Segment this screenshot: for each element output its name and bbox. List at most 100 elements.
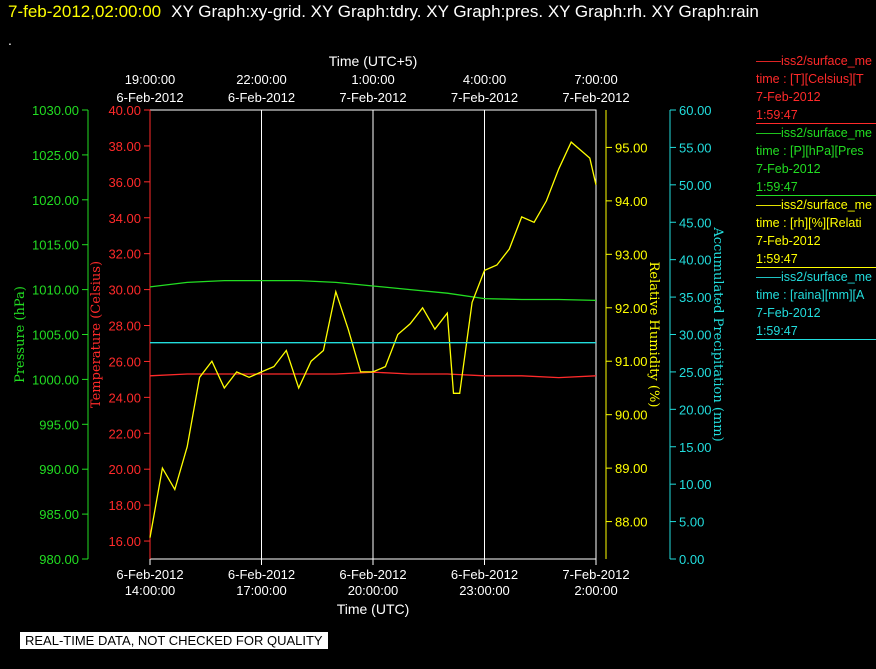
temperature-tick-label: 30.00 (108, 283, 141, 298)
precipitation-tick-label: 50.00 (679, 178, 712, 193)
humidity-tick-label: 94.00 (615, 194, 648, 209)
precipitation-tick-label: 20.00 (679, 402, 712, 417)
humidity-tick-label: 91.00 (615, 354, 648, 369)
x-tick-date: 7-Feb-2012 (562, 567, 629, 582)
precipitation-tick-label: 5.00 (679, 515, 704, 530)
legend-date: 7-Feb-2012 (756, 90, 821, 104)
temperature-tick-label: 32.00 (108, 247, 141, 262)
temperature-tick-label: 24.00 (108, 390, 141, 405)
precipitation-tick-label: 30.00 (679, 328, 712, 343)
x-tick-time: 23:00:00 (459, 583, 510, 598)
temperature-tick-label: 18.00 (108, 498, 141, 513)
legend-entry-humidity: ——iss2/surface_me time : [rh][%][Relati … (756, 196, 876, 268)
legend-date: 7-Feb-2012 (756, 234, 821, 248)
legend-name: ——iss2/surface_me (756, 54, 873, 68)
temperature-tick-label: 26.00 (108, 354, 141, 369)
precipitation-axis-label: Accumulated Precipitation (mm) (710, 226, 725, 441)
temperature-tick-label: 22.00 (108, 426, 141, 441)
legend-date: 7-Feb-2012 (756, 306, 821, 320)
x-top-tick-time: 1:00:00 (351, 72, 394, 87)
legend-entry-pressure: ——iss2/surface_me time : [P][hPa][Pres 7… (756, 124, 876, 196)
axes-layer: 6-Feb-201214:00:006-Feb-201217:00:006-Fe… (13, 53, 725, 617)
temperature-tick-label: 38.00 (108, 139, 141, 154)
temperature-axis-label: Temperature (Celsius) (89, 261, 104, 408)
legend-name: ——iss2/surface_me (756, 198, 873, 212)
humidity-tick-label: 88.00 (615, 515, 648, 530)
x-top-tick-time: 4:00:00 (463, 72, 506, 87)
legend-field: time : [rh][%][Relati (756, 216, 862, 230)
pressure-tick-label: 1030.00 (32, 103, 79, 118)
precipitation-tick-label: 25.00 (679, 365, 712, 380)
pressure-tick-label: 1005.00 (32, 328, 79, 343)
legend-entry-precipitation: ——iss2/surface_me time : [raina][mm][A 7… (756, 268, 876, 340)
pressure-tick-label: 1015.00 (32, 238, 79, 253)
pressure-tick-label: 1020.00 (32, 193, 79, 208)
legend-separator (756, 339, 876, 340)
x-top-tick-date: 6-Feb-2012 (116, 90, 183, 105)
pressure-tick-label: 990.00 (39, 462, 79, 477)
grid-layer (149, 109, 597, 560)
precipitation-tick-label: 0.00 (679, 552, 704, 567)
pressure-tick-label: 1025.00 (32, 148, 79, 163)
series-humidity-line (149, 141, 597, 538)
header-bar: 7-feb-2012,02:00:00 XY Graph:xy-grid. XY … (8, 2, 759, 22)
x-tick-time: 17:00:00 (236, 583, 287, 598)
humidity-tick-label: 89.00 (615, 461, 648, 476)
series-pressure-line (149, 279, 597, 302)
humidity-tick-label: 90.00 (615, 408, 648, 423)
header-timestamp: 7-feb-2012,02:00:00 (8, 2, 162, 21)
legend-time: 1:59:47 (756, 180, 798, 194)
temperature-tick-label: 40.00 (108, 103, 141, 118)
precipitation-tick-label: 15.00 (679, 440, 712, 455)
precipitation-tick-label: 45.00 (679, 215, 712, 230)
legend-field: time : [T][Celsius][T (756, 72, 864, 86)
legend-separator (756, 267, 876, 268)
legend-time: 1:59:47 (756, 108, 798, 122)
pressure-axis-label: Pressure (hPa) (13, 286, 28, 383)
x-top-tick-time: 22:00:00 (236, 72, 287, 87)
x-top-tick-date: 7-Feb-2012 (339, 90, 406, 105)
x-tick-date: 6-Feb-2012 (451, 567, 518, 582)
pressure-tick-label: 1010.00 (32, 283, 79, 298)
precipitation-tick-label: 55.00 (679, 140, 712, 155)
x-top-tick-time: 19:00:00 (125, 72, 176, 87)
x-tick-date: 6-Feb-2012 (339, 567, 406, 582)
x-top-tick-date: 7-Feb-2012 (451, 90, 518, 105)
temperature-tick-label: 36.00 (108, 175, 141, 190)
pressure-tick-label: 980.00 (39, 552, 79, 567)
temperature-tick-label: 20.00 (108, 462, 141, 477)
humidity-tick-label: 92.00 (615, 301, 648, 316)
precipitation-tick-label: 40.00 (679, 253, 712, 268)
pressure-tick-label: 995.00 (39, 417, 79, 432)
temperature-tick-label: 34.00 (108, 211, 141, 226)
x-tick-time: 2:00:00 (574, 583, 617, 598)
x-tick-time: 14:00:00 (125, 583, 176, 598)
humidity-axis-label: Relative Humidity (%) (646, 262, 661, 408)
temperature-tick-label: 16.00 (108, 534, 141, 549)
legend-name: ——iss2/surface_me (756, 126, 873, 140)
x-tick-date: 6-Feb-2012 (116, 567, 183, 582)
humidity-tick-label: 93.00 (615, 247, 648, 262)
x-tick-time: 20:00:00 (348, 583, 399, 598)
pressure-tick-label: 1000.00 (32, 372, 79, 387)
legend-date: 7-Feb-2012 (756, 162, 821, 176)
series-layer (149, 141, 597, 538)
x-top-tick-date: 6-Feb-2012 (228, 90, 295, 105)
legend-entry-temperature: ——iss2/surface_me time : [T][Celsius][T … (756, 52, 876, 124)
legend-time: 1:59:47 (756, 324, 798, 338)
x-top-tick-date: 7-Feb-2012 (562, 90, 629, 105)
legend-name: ——iss2/surface_me (756, 270, 873, 284)
legend-time: 1:59:47 (756, 252, 798, 266)
precipitation-tick-label: 35.00 (679, 290, 712, 305)
x-top-tick-time: 7:00:00 (574, 72, 617, 87)
legend-field: time : [P][hPa][Pres (756, 144, 864, 158)
legend-separator (756, 195, 876, 196)
temperature-tick-label: 28.00 (108, 319, 141, 334)
x-tick-date: 6-Feb-2012 (228, 567, 295, 582)
x-axis-label-bottom: Time (UTC) (337, 601, 410, 617)
pressure-tick-label: 985.00 (39, 507, 79, 522)
precipitation-tick-label: 10.00 (679, 477, 712, 492)
legend-separator (756, 123, 876, 124)
humidity-tick-label: 95.00 (615, 140, 648, 155)
